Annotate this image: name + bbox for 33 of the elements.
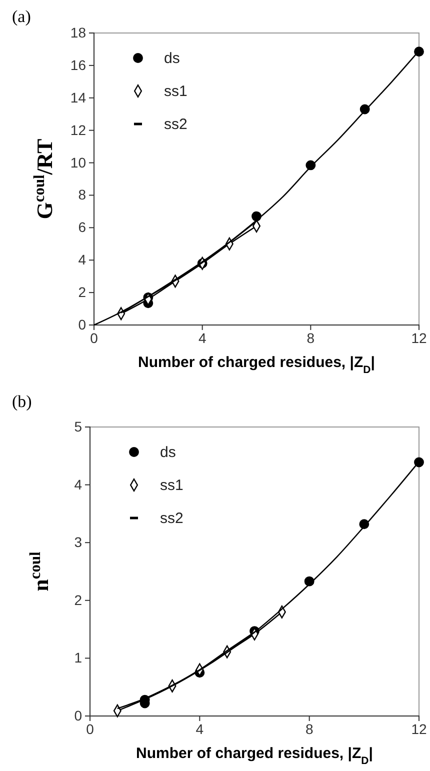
y-tick-label: 4 xyxy=(78,252,86,268)
legend-label: ss1 xyxy=(164,83,188,100)
y-tick-label: 8 xyxy=(78,186,86,203)
chart-title: (b) xyxy=(12,392,32,411)
legend-label: ds xyxy=(160,444,176,461)
y-tick-label: 14 xyxy=(70,89,86,106)
y-tick-label: 3 xyxy=(74,534,82,550)
y-tick-label: 2 xyxy=(74,592,82,608)
legend-label: ds xyxy=(164,50,180,67)
chart-title: (a) xyxy=(12,7,31,26)
x-axis-title: Number of charged residues, |Z$_{D}$| xyxy=(138,354,375,376)
y-tick-label: 12 xyxy=(70,122,86,138)
x-tick-label: 8 xyxy=(305,720,314,737)
x-tick-label: 4 xyxy=(196,720,204,737)
legend-label: ss1 xyxy=(160,477,184,494)
y-tick-label: 4 xyxy=(74,476,82,492)
x-tick-label: 12 xyxy=(411,330,427,346)
x-axis-title: Number of charged residues, |Z$_{D}$| xyxy=(136,745,373,767)
y-tick-label: 0 xyxy=(74,707,82,724)
x-tick-label: 0 xyxy=(90,330,98,346)
y-tick-label: 1 xyxy=(74,650,82,666)
y-tick-label: 10 xyxy=(70,154,86,170)
y-tick-label: 0 xyxy=(78,316,86,332)
y-tick-label: 5 xyxy=(74,418,82,434)
x-tick-label: 8 xyxy=(306,330,315,346)
legend-label: ss2 xyxy=(164,116,188,133)
y-tick-label: 18 xyxy=(70,24,86,40)
x-tick-label: 4 xyxy=(198,330,206,346)
y-tick-label: 16 xyxy=(70,56,86,73)
legend-label: ss2 xyxy=(160,510,184,527)
x-tick-label: 12 xyxy=(411,720,427,737)
y-tick-label: 6 xyxy=(78,219,86,236)
y-tick-label: 2 xyxy=(78,284,86,300)
